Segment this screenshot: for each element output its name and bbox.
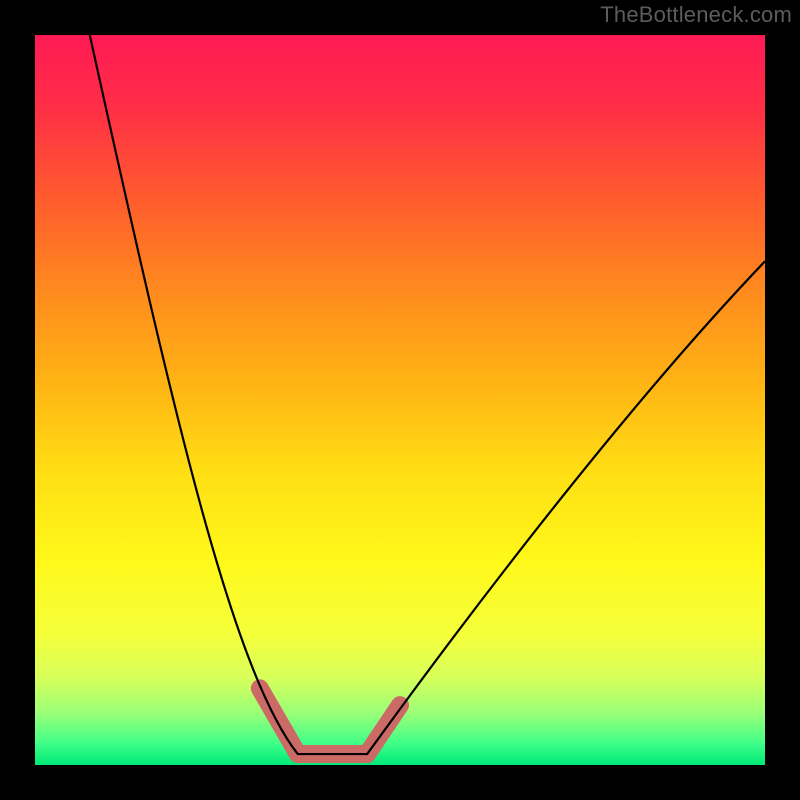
plot-area	[35, 35, 765, 765]
watermark-text: TheBottleneck.com	[600, 2, 792, 28]
chart-container: TheBottleneck.com	[0, 0, 800, 800]
bottleneck-chart	[35, 35, 765, 765]
gradient-background	[35, 35, 765, 765]
